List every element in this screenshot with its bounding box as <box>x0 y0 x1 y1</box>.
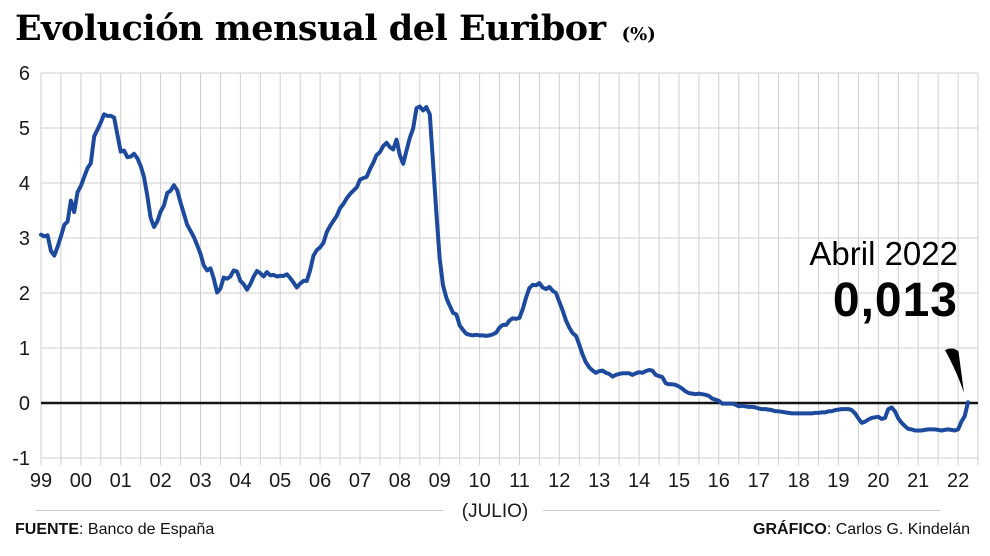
annotation-date-label: Abril 2022 <box>809 235 958 272</box>
annotation-pointer <box>945 348 964 393</box>
y-tick-label: 1 <box>19 338 30 360</box>
x-axis-caption-row: (JULIO) <box>0 501 990 522</box>
x-tick-label: 99 <box>30 470 52 492</box>
x-tick-label: 15 <box>668 470 690 492</box>
x-tick-label: 02 <box>149 470 171 492</box>
y-tick-label: 4 <box>19 173 30 195</box>
x-tick-label: 04 <box>229 470 251 492</box>
x-tick-label: 20 <box>867 470 889 492</box>
y-tick-label: 2 <box>19 283 30 305</box>
caption-rule-right <box>543 510 940 511</box>
x-tick-label: 00 <box>70 470 92 492</box>
source-text: : Banco de España <box>79 521 215 538</box>
y-tick-label: -1 <box>12 448 30 470</box>
y-tick-label: 3 <box>19 228 30 250</box>
source-label: FUENTE <box>15 521 79 538</box>
source-credit: FUENTE: Banco de España <box>15 521 214 539</box>
caption-rule-left <box>36 510 443 511</box>
x-tick-label: 12 <box>548 470 570 492</box>
x-tick-label: 22 <box>947 470 969 492</box>
graphic-credit: GRÁFICO: Carlos G. Kindelán <box>753 521 970 539</box>
page-title: Evolución mensual del Euribor <box>15 8 606 49</box>
y-tick-label: 0 <box>19 393 30 415</box>
x-tick-label: 08 <box>389 470 411 492</box>
title-unit: (%) <box>621 24 656 45</box>
annotation: Abril 2022 0,013 <box>809 235 958 327</box>
x-tick-label: 14 <box>628 470 650 492</box>
x-tick-label: 09 <box>429 470 451 492</box>
x-tick-label: 19 <box>827 470 849 492</box>
x-tick-label: 18 <box>787 470 809 492</box>
footer: FUENTE: Banco de España GRÁFICO: Carlos … <box>15 521 970 539</box>
annotation-value: 0,013 <box>832 274 958 327</box>
x-tick-label: 07 <box>349 470 371 492</box>
y-tick-label: 5 <box>19 118 30 140</box>
x-tick-label: 13 <box>588 470 610 492</box>
x-tick-label: 10 <box>468 470 490 492</box>
x-axis-caption: (JULIO) <box>461 501 529 522</box>
x-tick-label: 21 <box>907 470 929 492</box>
y-tick-label: 6 <box>19 63 30 85</box>
credit-text: : Carlos G. Kindelán <box>826 521 970 538</box>
x-tick-label: 16 <box>708 470 730 492</box>
header: Evolución mensual del Euribor (%) <box>15 8 656 49</box>
x-tick-label: 01 <box>110 470 132 492</box>
x-tick-label: 05 <box>269 470 291 492</box>
x-tick-label: 17 <box>748 470 770 492</box>
x-tick-label: 06 <box>309 470 331 492</box>
credit-label: GRÁFICO <box>753 521 827 538</box>
x-tick-label: 03 <box>189 470 211 492</box>
euribor-line <box>39 104 970 433</box>
x-tick-label: 11 <box>509 470 530 492</box>
